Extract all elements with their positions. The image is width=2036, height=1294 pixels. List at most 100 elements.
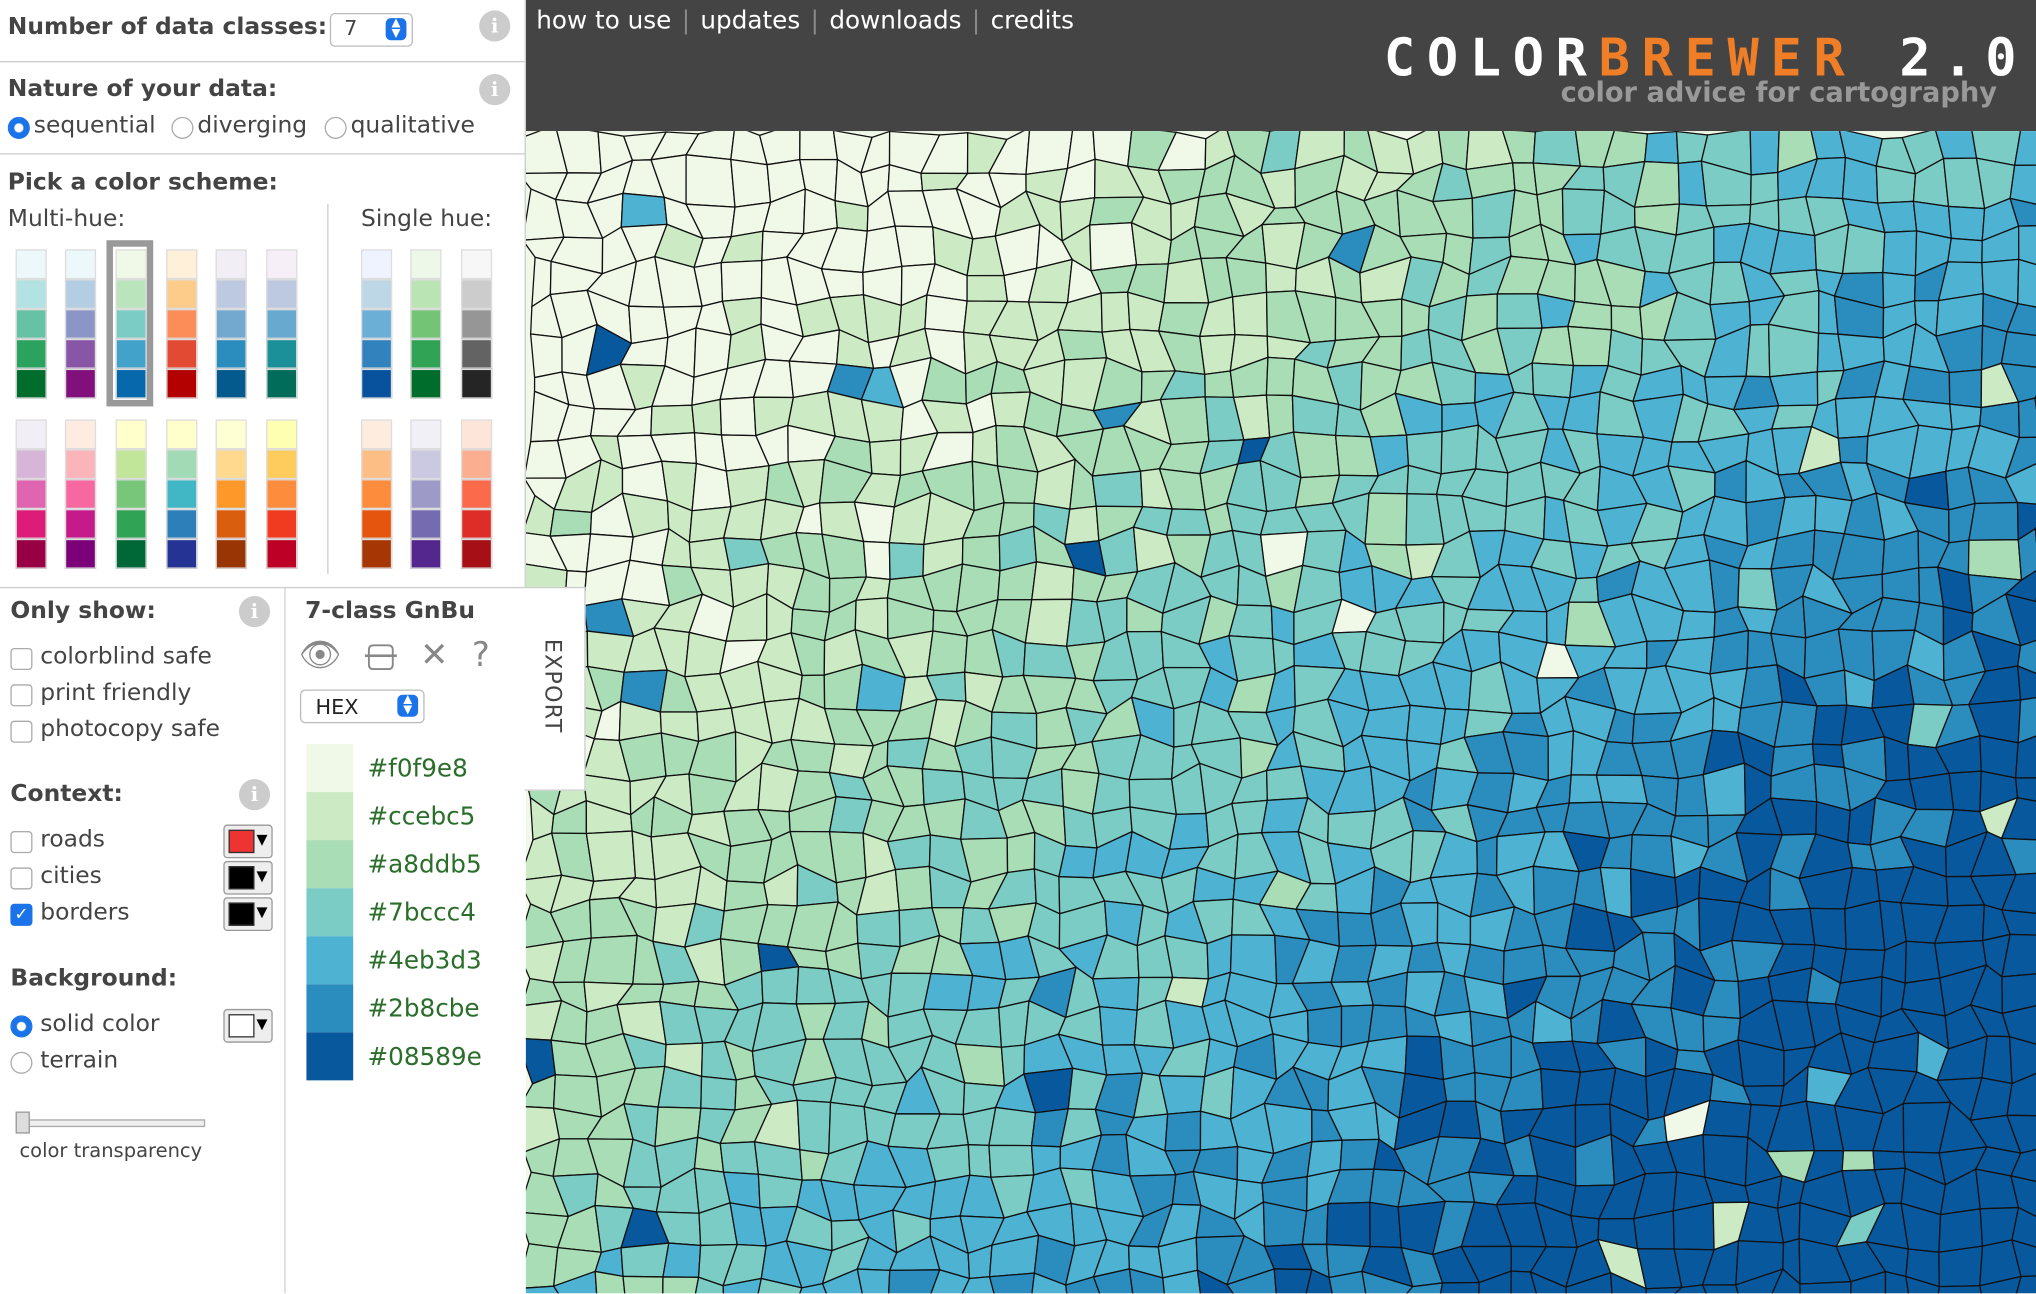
map-region[interactable] <box>720 259 763 302</box>
map-region[interactable] <box>2017 225 2036 269</box>
map-region[interactable] <box>2006 1114 2036 1154</box>
map-region[interactable] <box>552 1270 599 1294</box>
map-region[interactable] <box>1701 1284 1743 1294</box>
swatch[interactable] <box>266 338 298 369</box>
swatch[interactable] <box>64 279 97 310</box>
map-region[interactable] <box>1967 539 2023 581</box>
info-icon[interactable]: i <box>479 74 511 106</box>
map-region[interactable] <box>923 798 966 840</box>
map-region[interactable] <box>2011 1239 2036 1278</box>
map-region[interactable] <box>1968 501 2019 541</box>
map-region[interactable] <box>988 1144 1035 1178</box>
map-region[interactable] <box>1769 229 1817 275</box>
map-region[interactable] <box>1908 772 1955 811</box>
color-picker[interactable]: ▼ <box>223 824 273 859</box>
map-region[interactable] <box>988 1106 1037 1147</box>
map-region[interactable] <box>2004 436 2036 480</box>
map-region[interactable] <box>692 1276 725 1294</box>
map-region[interactable] <box>1745 323 1771 378</box>
swatch[interactable] <box>64 249 97 280</box>
map-region[interactable] <box>2004 463 2036 505</box>
swatch[interactable] <box>266 479 298 510</box>
swatch[interactable] <box>115 368 147 399</box>
map-region[interactable] <box>1709 629 1750 675</box>
map-region[interactable] <box>1360 704 1411 742</box>
map-region[interactable] <box>1440 424 1480 475</box>
map-region[interactable] <box>2017 397 2036 439</box>
map-region[interactable] <box>1561 187 1606 236</box>
map-region[interactable] <box>1567 325 1613 367</box>
map-region[interactable] <box>1948 770 1982 813</box>
map-region[interactable] <box>1225 256 1268 298</box>
map-region[interactable] <box>796 1099 832 1155</box>
swatch[interactable] <box>410 279 442 310</box>
map-region[interactable] <box>1199 333 1236 376</box>
swatch[interactable] <box>215 538 247 569</box>
map-region[interactable] <box>894 865 933 912</box>
map-region[interactable] <box>1540 1067 1582 1110</box>
swatch[interactable] <box>215 279 247 310</box>
map-region[interactable] <box>1231 291 1268 337</box>
map-region[interactable] <box>1168 812 1210 851</box>
map-region[interactable] <box>1672 1201 1715 1251</box>
map-region[interactable] <box>2017 258 2036 309</box>
map-region[interactable] <box>1947 205 1986 242</box>
swatch[interactable] <box>115 249 147 280</box>
map-region[interactable] <box>2017 696 2036 744</box>
map-region[interactable] <box>2014 777 2036 802</box>
swatch[interactable] <box>15 279 47 310</box>
hex-label[interactable]: #4eb3d3 <box>367 946 482 976</box>
map-region[interactable] <box>691 398 723 436</box>
map-region[interactable] <box>2000 797 2036 841</box>
map-region[interactable] <box>1024 598 1073 647</box>
hex-label[interactable]: #f0f9e8 <box>367 754 468 783</box>
map-region[interactable] <box>924 294 968 334</box>
map-region[interactable] <box>2001 872 2036 915</box>
color-picker[interactable]: ▼ <box>223 1008 273 1043</box>
swatch[interactable] <box>266 509 298 539</box>
swatch[interactable] <box>410 509 442 539</box>
radio[interactable] <box>10 1051 33 1074</box>
map-region[interactable] <box>620 192 668 228</box>
swatch[interactable] <box>166 309 198 339</box>
map-region[interactable] <box>869 439 902 477</box>
swatch[interactable] <box>166 479 198 510</box>
map-region[interactable] <box>1476 835 1498 877</box>
map-region[interactable] <box>1165 508 1212 536</box>
map-region[interactable] <box>685 154 736 208</box>
map-region[interactable] <box>585 830 637 883</box>
map-region[interactable] <box>1529 1270 1567 1294</box>
map-region[interactable] <box>862 540 891 581</box>
map-region[interactable] <box>1841 1149 1876 1172</box>
swatch[interactable] <box>410 419 442 450</box>
map-region[interactable] <box>1767 323 1820 378</box>
map-region[interactable] <box>894 225 936 268</box>
map-region[interactable] <box>1872 1149 1906 1171</box>
export-label[interactable]: EXPORT <box>538 638 565 734</box>
swatch[interactable] <box>215 419 247 450</box>
swatch[interactable] <box>64 338 97 369</box>
map-region[interactable] <box>719 1141 760 1175</box>
map-region[interactable] <box>754 1277 803 1294</box>
swatch[interactable] <box>410 368 442 399</box>
swatch[interactable] <box>166 249 198 280</box>
map-region[interactable] <box>583 934 638 985</box>
map-region[interactable] <box>1809 907 1847 950</box>
swatch[interactable] <box>410 538 442 569</box>
map-region[interactable] <box>529 333 563 379</box>
map-region[interactable] <box>1876 200 1918 234</box>
swatch[interactable] <box>410 309 442 339</box>
map-region[interactable] <box>1547 729 1575 782</box>
checkbox[interactable] <box>10 831 33 854</box>
map-region[interactable] <box>2010 1148 2036 1184</box>
map-region[interactable] <box>1510 1270 1543 1294</box>
map-region[interactable] <box>2008 1035 2036 1085</box>
map-region[interactable] <box>888 1269 941 1294</box>
map-region[interactable] <box>1644 131 1680 165</box>
map-region[interactable] <box>1098 1005 1138 1046</box>
swatch[interactable] <box>360 449 393 480</box>
map-region[interactable] <box>1006 831 1036 874</box>
map-region[interactable] <box>730 158 772 208</box>
map-region[interactable] <box>886 834 932 871</box>
swatch[interactable] <box>360 479 393 510</box>
